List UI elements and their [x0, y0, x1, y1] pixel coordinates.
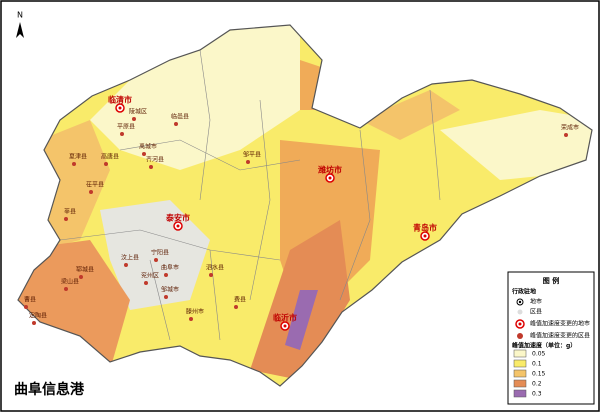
legend-section: 行政驻地	[511, 288, 536, 296]
county-marker	[89, 190, 93, 194]
city-label: 泰安市	[165, 213, 190, 223]
county-label: 梁山县	[61, 278, 79, 286]
county-label: 定陶县	[29, 312, 47, 320]
county-marker	[564, 133, 568, 137]
county-label: 郓城县	[76, 266, 94, 274]
county-label: 费县	[234, 296, 246, 304]
county-label: 曲阜市	[161, 264, 179, 272]
city-dot	[328, 176, 332, 180]
county-label: 荣成市	[561, 124, 579, 132]
legend-title: 图 例	[543, 276, 559, 285]
legend-swatch	[513, 349, 527, 358]
county-label: 曹县	[24, 296, 36, 304]
county-marker	[164, 295, 168, 299]
legend-swatch	[513, 369, 527, 378]
legend-value: 0.05	[532, 351, 546, 358]
county-marker	[72, 162, 76, 166]
legend-value: 0.15	[532, 371, 546, 378]
county-marker	[209, 273, 213, 277]
county-marker	[32, 321, 36, 325]
city-dot	[176, 224, 180, 228]
county-marker	[104, 162, 108, 166]
city-label: 临沂市	[273, 313, 297, 323]
county-label: 茌平县	[86, 181, 104, 189]
county-marker	[154, 258, 158, 262]
legend-value: 0.1	[532, 361, 542, 368]
county-label: 泗水县	[206, 264, 224, 272]
legend-value: 0.2	[532, 381, 542, 388]
county-marker	[234, 305, 238, 309]
county-label: 莘县	[64, 208, 76, 216]
city-dot	[423, 234, 427, 238]
county-label: 齐河县	[146, 156, 164, 164]
county-label: 汶上县	[121, 254, 139, 262]
legend: 图 例 行政驻地 地市 区县 峰值加速度变更的地市 峰值加速度变更的区县 峰值加…	[507, 271, 595, 405]
city-label: 青岛市	[413, 223, 437, 233]
legend-swatch	[513, 389, 527, 398]
county-label: 临邑县	[171, 113, 189, 121]
legend-item: 地市	[530, 298, 542, 306]
county-label: 邹平县	[243, 151, 261, 159]
county-label: 平原县	[117, 124, 135, 131]
county-marker	[24, 305, 28, 309]
county-label: 邹城市	[161, 286, 179, 294]
north-arrow: N	[16, 11, 24, 38]
city-label: 临清市	[108, 95, 132, 105]
county-label: 高唐县	[101, 153, 119, 161]
legend-swatch	[513, 379, 527, 388]
legend-item: 区县	[530, 309, 542, 316]
county-label: 兖州区	[141, 272, 159, 280]
city-label: 潍坊市	[318, 165, 342, 175]
legend-value: 0.3	[532, 391, 542, 398]
county-label: 滕州市	[186, 308, 204, 316]
county-marker	[149, 165, 153, 169]
legend-swatch	[513, 359, 527, 368]
county-marker	[64, 287, 68, 291]
county-marker	[64, 217, 68, 221]
north-label: N	[17, 11, 23, 20]
county-marker	[132, 117, 136, 121]
legend-section: 峰值加速度（单位：g）	[512, 342, 576, 350]
county-marker	[189, 317, 193, 321]
legend-item: 峰值加速度变更的地市	[530, 320, 590, 328]
county-marker	[79, 275, 83, 279]
county-marker	[144, 281, 148, 285]
county-marker	[120, 132, 124, 136]
county-label: 宁阳县	[151, 249, 169, 257]
city-dot	[283, 324, 287, 328]
county-marker	[164, 273, 168, 277]
county-label: 夏津县	[69, 154, 87, 161]
county-marker	[246, 160, 250, 164]
county-label: 陵城区	[129, 108, 147, 116]
county-marker	[174, 122, 178, 126]
county-marker	[142, 152, 146, 156]
legend-item: 峰值加速度变更的区县	[530, 332, 590, 340]
county-label: 禹城市	[139, 143, 157, 151]
county-marker	[124, 263, 128, 267]
watermark: 曲阜信息港	[14, 381, 85, 398]
city-dot	[118, 106, 122, 110]
